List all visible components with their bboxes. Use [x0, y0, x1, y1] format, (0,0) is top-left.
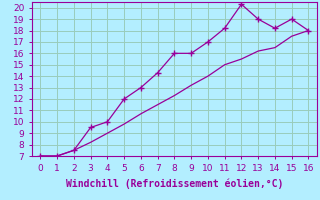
- X-axis label: Windchill (Refroidissement éolien,°C): Windchill (Refroidissement éolien,°C): [66, 178, 283, 189]
